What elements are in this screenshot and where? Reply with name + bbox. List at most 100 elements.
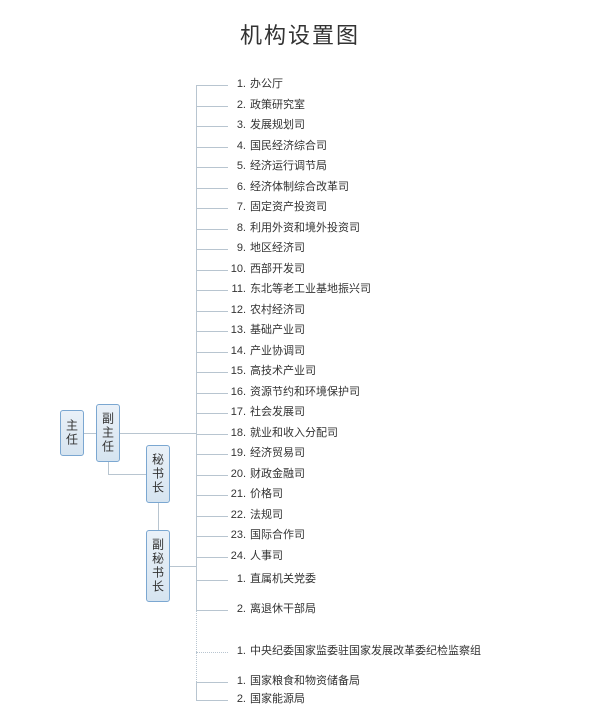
leaf-item: 1.国家粮食和物资储备局 bbox=[228, 676, 360, 687]
connector-h bbox=[84, 433, 96, 434]
leaf-item: 3.发展规划司 bbox=[228, 120, 305, 131]
leaf-label: 经济贸易司 bbox=[250, 447, 305, 459]
connector-h bbox=[120, 433, 196, 434]
leaf-item: 14.产业协调司 bbox=[228, 346, 305, 357]
leaf-label: 国家能源局 bbox=[250, 693, 305, 705]
leaf-item: 2.国家能源局 bbox=[228, 694, 305, 705]
leaf-item: 24.人事司 bbox=[228, 551, 283, 562]
leaf-label: 政策研究室 bbox=[250, 99, 305, 111]
connector-h bbox=[196, 610, 228, 611]
connector-h bbox=[196, 495, 228, 496]
connector-v bbox=[158, 503, 159, 530]
leaf-item: 12.农村经济司 bbox=[228, 305, 305, 316]
leaf-label: 价格司 bbox=[250, 488, 283, 500]
leaf-label: 地区经济司 bbox=[250, 242, 305, 254]
page-title: 机构设置图 bbox=[0, 0, 600, 50]
leaf-label: 经济运行调节局 bbox=[250, 160, 327, 172]
leaf-item: 21.价格司 bbox=[228, 489, 283, 500]
connector-h bbox=[196, 352, 228, 353]
leaf-item: 22.法规司 bbox=[228, 510, 283, 521]
connector-h bbox=[196, 270, 228, 271]
leaf-item: 10.西部开发司 bbox=[228, 264, 305, 275]
leaf-label: 社会发展司 bbox=[250, 406, 305, 418]
leaf-item: 18.就业和收入分配司 bbox=[228, 428, 338, 439]
connector-h bbox=[170, 566, 196, 567]
connector-h bbox=[196, 557, 228, 558]
leaf-label: 农村经济司 bbox=[250, 304, 305, 316]
connector-h bbox=[196, 147, 228, 148]
leaf-label: 离退休干部局 bbox=[250, 603, 316, 615]
leaf-label: 国际合作司 bbox=[250, 529, 305, 541]
leaf-item: 2.离退休干部局 bbox=[228, 604, 316, 615]
leaf-label: 财政金融司 bbox=[250, 468, 305, 480]
connector-h bbox=[196, 516, 228, 517]
leaf-label: 产业协调司 bbox=[250, 345, 305, 357]
leaf-label: 东北等老工业基地振兴司 bbox=[250, 283, 371, 295]
leaf-label: 利用外资和境外投资司 bbox=[250, 222, 360, 234]
connector-h bbox=[196, 580, 228, 581]
connector-h bbox=[196, 393, 228, 394]
connector-h bbox=[196, 413, 228, 414]
leaf-item: 6.经济体制综合改革司 bbox=[228, 182, 349, 193]
connector-h bbox=[196, 331, 228, 332]
connector-h bbox=[196, 249, 228, 250]
connector-h bbox=[196, 454, 228, 455]
leaf-label: 基础产业司 bbox=[250, 324, 305, 336]
connector-h bbox=[196, 167, 228, 168]
leaf-item: 1.直属机关党委 bbox=[228, 574, 316, 585]
leaf-label: 中央纪委国家监委驻国家发展改革委纪检监察组 bbox=[250, 645, 481, 657]
leaf-item: 1.办公厅 bbox=[228, 79, 283, 90]
connector-h bbox=[196, 434, 228, 435]
connector-v bbox=[196, 682, 197, 700]
leaf-item: 7.固定资产投资司 bbox=[228, 202, 327, 213]
leaf-label: 办公厅 bbox=[250, 78, 283, 90]
node-fumishuzhang: 副秘书长 bbox=[146, 530, 170, 602]
leaf-item: 17.社会发展司 bbox=[228, 407, 305, 418]
connector-h bbox=[196, 126, 228, 127]
leaf-item: 16.资源节约和环境保护司 bbox=[228, 387, 360, 398]
connector-h bbox=[108, 474, 146, 475]
leaf-label: 资源节约和环境保护司 bbox=[250, 386, 360, 398]
connector-h bbox=[196, 682, 228, 683]
connector-h bbox=[196, 290, 228, 291]
connector-h bbox=[196, 229, 228, 230]
node-fuzhuren: 副主任 bbox=[96, 404, 120, 462]
connector-v bbox=[196, 85, 197, 557]
node-zhuren: 主任 bbox=[60, 410, 84, 456]
connector-h bbox=[196, 188, 228, 189]
leaf-label: 就业和收入分配司 bbox=[250, 427, 338, 439]
node-mishuzhang: 秘书长 bbox=[146, 445, 170, 503]
leaf-item: 23.国际合作司 bbox=[228, 530, 305, 541]
connector-v bbox=[196, 652, 197, 682]
leaf-label: 西部开发司 bbox=[250, 263, 305, 275]
leaf-label: 人事司 bbox=[250, 550, 283, 562]
leaf-item: 8.利用外资和境外投资司 bbox=[228, 223, 360, 234]
connector-h bbox=[196, 311, 228, 312]
leaf-label: 发展规划司 bbox=[250, 119, 305, 131]
leaf-item: 4.国民经济综合司 bbox=[228, 141, 327, 152]
leaf-item: 5.经济运行调节局 bbox=[228, 161, 327, 172]
connector-h bbox=[196, 475, 228, 476]
leaf-label: 法规司 bbox=[250, 509, 283, 521]
leaf-item: 15.高技术产业司 bbox=[228, 366, 316, 377]
leaf-item: 11.东北等老工业基地振兴司 bbox=[228, 284, 371, 295]
leaf-label: 高技术产业司 bbox=[250, 365, 316, 377]
connector-v bbox=[196, 557, 197, 581]
leaf-item: 2.政策研究室 bbox=[228, 100, 305, 111]
connector-v bbox=[196, 580, 197, 610]
connector-h bbox=[196, 106, 228, 107]
org-chart-canvas: 主任副主任秘书长副秘书长 1.办公厅 2.政策研究室 3.发展规划司 4.国民经济综合司… bbox=[0, 50, 600, 710]
leaf-label: 经济体制综合改革司 bbox=[250, 181, 349, 193]
connector-h bbox=[196, 700, 228, 701]
connector-h bbox=[196, 85, 228, 86]
leaf-label: 直属机关党委 bbox=[250, 573, 316, 585]
connector-h bbox=[196, 372, 228, 373]
connector-h bbox=[196, 536, 228, 537]
leaf-item: 19.经济贸易司 bbox=[228, 448, 305, 459]
leaf-label: 国民经济综合司 bbox=[250, 140, 327, 152]
leaf-item: 9.地区经济司 bbox=[228, 243, 305, 254]
leaf-item: 13.基础产业司 bbox=[228, 325, 305, 336]
leaf-label: 固定资产投资司 bbox=[250, 201, 327, 213]
leaf-item: 1.中央纪委国家监委驻国家发展改革委纪检监察组 bbox=[228, 646, 481, 657]
connector-h bbox=[196, 208, 228, 209]
